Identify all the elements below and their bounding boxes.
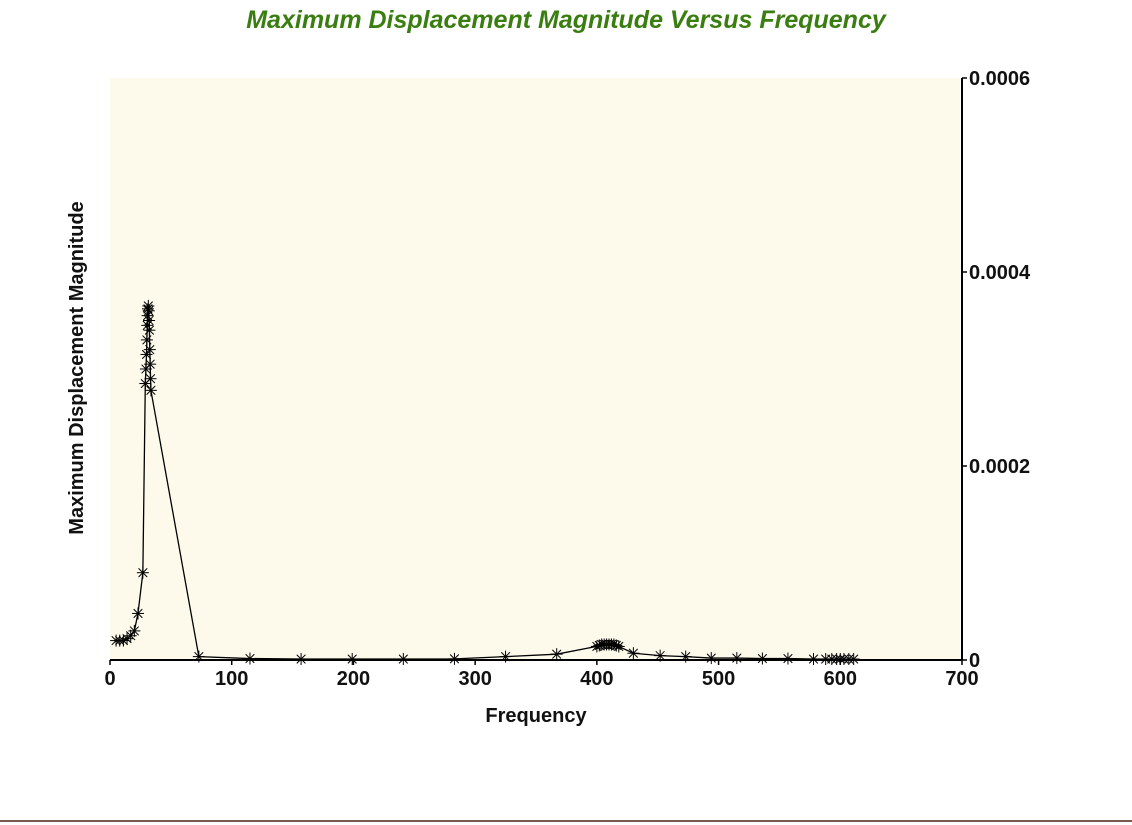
y-tick-label: 0.0004 (969, 262, 1031, 284)
x-tick-label: 0 (104, 668, 115, 690)
x-tick-label: 300 (458, 668, 491, 690)
y-tick-label: 0.0002 (969, 456, 1030, 478)
data-point (140, 333, 153, 346)
data-point (131, 607, 144, 620)
x-axis-ticks: 0 100 200 300 400 500 600 700 (104, 660, 979, 690)
y-tick-label: 0.0006 (969, 68, 1030, 90)
x-tick-label: 600 (824, 668, 857, 690)
data-point (143, 324, 156, 337)
data-point (610, 639, 623, 652)
plot-area (110, 78, 960, 660)
data-point (144, 358, 157, 371)
x-tick-label: 100 (215, 668, 248, 690)
data-point (143, 314, 156, 327)
data-point (448, 652, 461, 665)
data-point (143, 343, 156, 356)
data-point (128, 624, 141, 637)
y-axis-label: Maximum Displacement Magnitude (66, 201, 88, 534)
data-point (607, 638, 620, 651)
data-point (612, 640, 625, 653)
data-point (781, 652, 794, 665)
x-axis-label: Frequency (485, 705, 587, 727)
data-point (550, 648, 563, 661)
data-point (705, 652, 718, 665)
data-point (141, 319, 154, 332)
chart-title: Maximum Displacement Magnitude Versus Fr… (246, 6, 887, 34)
data-point (590, 640, 603, 653)
data-point (144, 384, 157, 397)
x-tick-label: 200 (337, 668, 370, 690)
data-point (730, 652, 743, 665)
data-point (627, 647, 640, 660)
data-point (117, 634, 130, 647)
x-tick-label: 400 (580, 668, 613, 690)
x-tick-label: 700 (945, 668, 978, 690)
data-point (136, 566, 149, 579)
data-point (144, 372, 157, 385)
data-point (243, 652, 256, 665)
data-point (756, 652, 769, 665)
y-tick-label: 0 (969, 650, 980, 672)
bottom-divider (0, 820, 1132, 822)
x-tick-label: 500 (702, 668, 735, 690)
y-axis-ticks: 0 0.0002 0.0004 0.0006 (962, 68, 1031, 672)
